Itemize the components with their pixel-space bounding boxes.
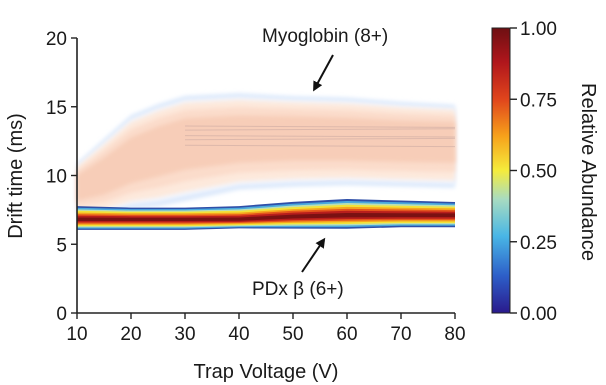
x-tick-label: 30 [174,324,195,345]
colorbar-tick-label: 0.75 [520,90,557,111]
annotation-myoglobin-arrow [313,54,334,92]
plot-area [77,93,456,230]
myoglobin-streak [184,135,456,138]
colorbar-label: Relative Abundance [577,83,599,261]
colorbar-gradient [491,27,511,314]
annotation-pdx-beta-arrow [301,237,326,273]
myoglobin-streak [184,137,456,141]
myoglobin-streak [184,128,456,131]
annotation-myoglobin: Myoglobin (8+) [262,26,388,47]
x-tick-label: 50 [282,324,303,345]
x-tick-label: 40 [228,324,249,345]
y-tick-label: 0 [56,304,67,325]
myoglobin-streak [184,144,456,148]
x-axis: 10 20 30 40 50 60 70 80 [66,312,466,345]
colorbar-tick-label: 1.00 [520,19,557,40]
annotation-pdx-beta: PDx β (6+) [252,279,344,300]
x-tick-label: 20 [120,324,141,345]
x-tick-label: 70 [390,324,411,345]
y-tick-label: 10 [46,167,67,188]
y-tick-label: 20 [46,29,67,50]
x-tick-label: 10 [66,324,87,345]
myoglobin-contour [77,93,455,216]
myoglobin-streak [184,125,456,128]
y-tick-label: 5 [56,235,67,256]
y-axis-label: Drift time (ms) [5,113,27,239]
pdx-beta-contour [77,199,455,230]
colorbar: 0.00 0.25 0.50 0.75 1.00 Relative Abundance [491,19,599,325]
x-tick-label: 80 [444,324,465,345]
colorbar-tick-label: 0.50 [520,162,557,183]
x-axis-label: Trap Voltage (V) [194,361,339,383]
colorbar-tick-label: 0.00 [520,304,557,325]
pdx-beta-contour-level [77,213,455,221]
colorbar-tick-label: 0.25 [520,233,557,254]
myoglobin-streaks [184,125,456,148]
y-tick-label: 15 [46,98,67,119]
y-axis: 0 5 10 15 20 [46,29,78,325]
x-tick-label: 60 [336,324,357,345]
